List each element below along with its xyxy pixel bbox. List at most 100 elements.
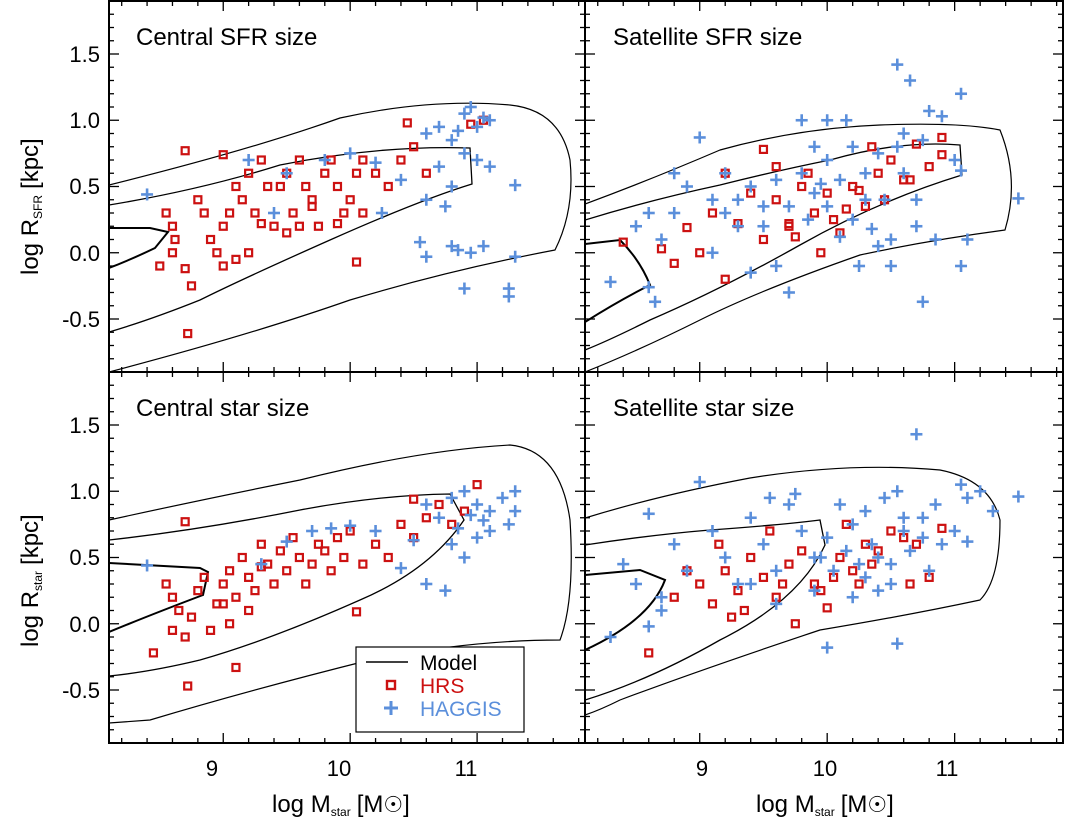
haggis-point bbox=[916, 511, 929, 524]
haggis-point bbox=[821, 154, 834, 166]
haggis-point bbox=[280, 535, 293, 548]
haggis-point bbox=[846, 213, 859, 226]
haggis-point bbox=[897, 167, 910, 180]
hrs-point bbox=[472, 480, 482, 490]
haggis-point bbox=[706, 193, 719, 206]
haggis-point bbox=[458, 107, 471, 120]
haggis-point bbox=[483, 114, 496, 127]
x-axis-label-right: log Mstar [M☉] bbox=[756, 791, 894, 819]
haggis-point bbox=[891, 637, 904, 650]
haggis-point bbox=[280, 167, 293, 180]
hrs-point bbox=[618, 237, 628, 247]
haggis-point bbox=[757, 538, 770, 551]
haggis-point bbox=[827, 564, 840, 577]
hrs-point bbox=[231, 592, 241, 602]
hrs-point bbox=[332, 219, 343, 229]
haggis-point bbox=[955, 164, 968, 177]
haggis-point bbox=[445, 491, 458, 504]
hrs-point bbox=[771, 195, 781, 205]
legend: Model HRS HAGGIS bbox=[355, 646, 525, 733]
hrs-point bbox=[720, 566, 730, 576]
hrs-point bbox=[167, 248, 178, 258]
hrs-point bbox=[835, 552, 845, 563]
hrs-point bbox=[339, 552, 349, 563]
model-contour-mid bbox=[585, 519, 826, 701]
hrs-point bbox=[777, 579, 788, 589]
hrs-point bbox=[402, 118, 412, 128]
haggis-point bbox=[916, 134, 929, 147]
haggis-point bbox=[1012, 192, 1025, 205]
haggis-point bbox=[808, 187, 821, 200]
hrs-point bbox=[326, 566, 336, 576]
haggis-point bbox=[916, 295, 929, 308]
hrs-point bbox=[199, 208, 209, 218]
haggis-point bbox=[910, 428, 923, 441]
hrs-point bbox=[218, 150, 228, 160]
hrs-point bbox=[313, 539, 324, 549]
haggis-point bbox=[458, 147, 471, 160]
haggis-point bbox=[433, 160, 446, 173]
haggis-point bbox=[439, 584, 452, 597]
hrs-point bbox=[167, 625, 178, 635]
y-axis-label-bottom: log Rstar [kpc] bbox=[17, 514, 45, 647]
hrs-point bbox=[294, 221, 304, 231]
hrs-point bbox=[244, 248, 254, 258]
haggis-point bbox=[872, 551, 885, 564]
haggis-point bbox=[452, 522, 465, 535]
hrs-point bbox=[351, 607, 362, 617]
haggis-point bbox=[693, 131, 706, 144]
hrs-point bbox=[434, 499, 444, 510]
model-contour-inner bbox=[585, 568, 667, 651]
hrs-point bbox=[797, 546, 807, 556]
hrs-point bbox=[301, 579, 311, 589]
haggis-point bbox=[369, 525, 382, 537]
haggis-point bbox=[904, 74, 917, 87]
hrs-point bbox=[370, 539, 381, 549]
haggis-point bbox=[859, 193, 872, 206]
hrs-point bbox=[320, 168, 330, 178]
haggis-point bbox=[853, 260, 866, 272]
haggis-point bbox=[471, 498, 484, 511]
axis-ticks bbox=[109, 1, 1063, 743]
panel-ticks-1 bbox=[585, 1, 1063, 372]
haggis-point bbox=[706, 525, 719, 537]
haggis-point bbox=[744, 578, 757, 590]
hrs-point bbox=[205, 234, 216, 245]
haggis-point bbox=[668, 538, 681, 551]
haggis-point bbox=[509, 505, 522, 518]
hrs-point bbox=[170, 234, 180, 245]
hrs-point bbox=[244, 605, 254, 616]
haggis-point bbox=[731, 578, 744, 590]
haggis-point bbox=[649, 295, 662, 308]
haggis-point bbox=[986, 505, 999, 518]
hrs-point bbox=[784, 559, 794, 569]
haggis-point bbox=[325, 522, 338, 535]
haggis-point bbox=[420, 250, 433, 263]
haggis-point bbox=[961, 491, 974, 504]
hrs-point bbox=[421, 513, 431, 523]
haggis-point bbox=[344, 519, 357, 532]
hrs-point bbox=[231, 254, 241, 264]
haggis-point bbox=[872, 147, 885, 160]
panel-ticks-3 bbox=[585, 372, 1063, 743]
hrs-point bbox=[294, 552, 304, 563]
model-contour-outer bbox=[585, 123, 1013, 372]
hrs-point bbox=[669, 258, 679, 268]
sun-symbol-icon: ☉ bbox=[383, 792, 403, 817]
x-axis-label-sub: star bbox=[331, 805, 351, 819]
model-contours-central-sfr bbox=[109, 102, 572, 372]
haggis-point bbox=[884, 233, 897, 246]
legend-label-haggis: HAGGIS bbox=[420, 698, 502, 721]
y-tick-label: -0.5 bbox=[62, 307, 100, 332]
haggis-point bbox=[770, 173, 783, 186]
haggis-point bbox=[808, 584, 821, 597]
hrs-point bbox=[218, 579, 228, 589]
hrs-point bbox=[905, 579, 915, 589]
haggis-point bbox=[757, 220, 770, 233]
haggis-point bbox=[948, 525, 961, 537]
haggis-point bbox=[935, 538, 948, 551]
haggis-point bbox=[897, 511, 910, 524]
hrs-point bbox=[383, 552, 393, 563]
hrs-point bbox=[396, 519, 406, 529]
